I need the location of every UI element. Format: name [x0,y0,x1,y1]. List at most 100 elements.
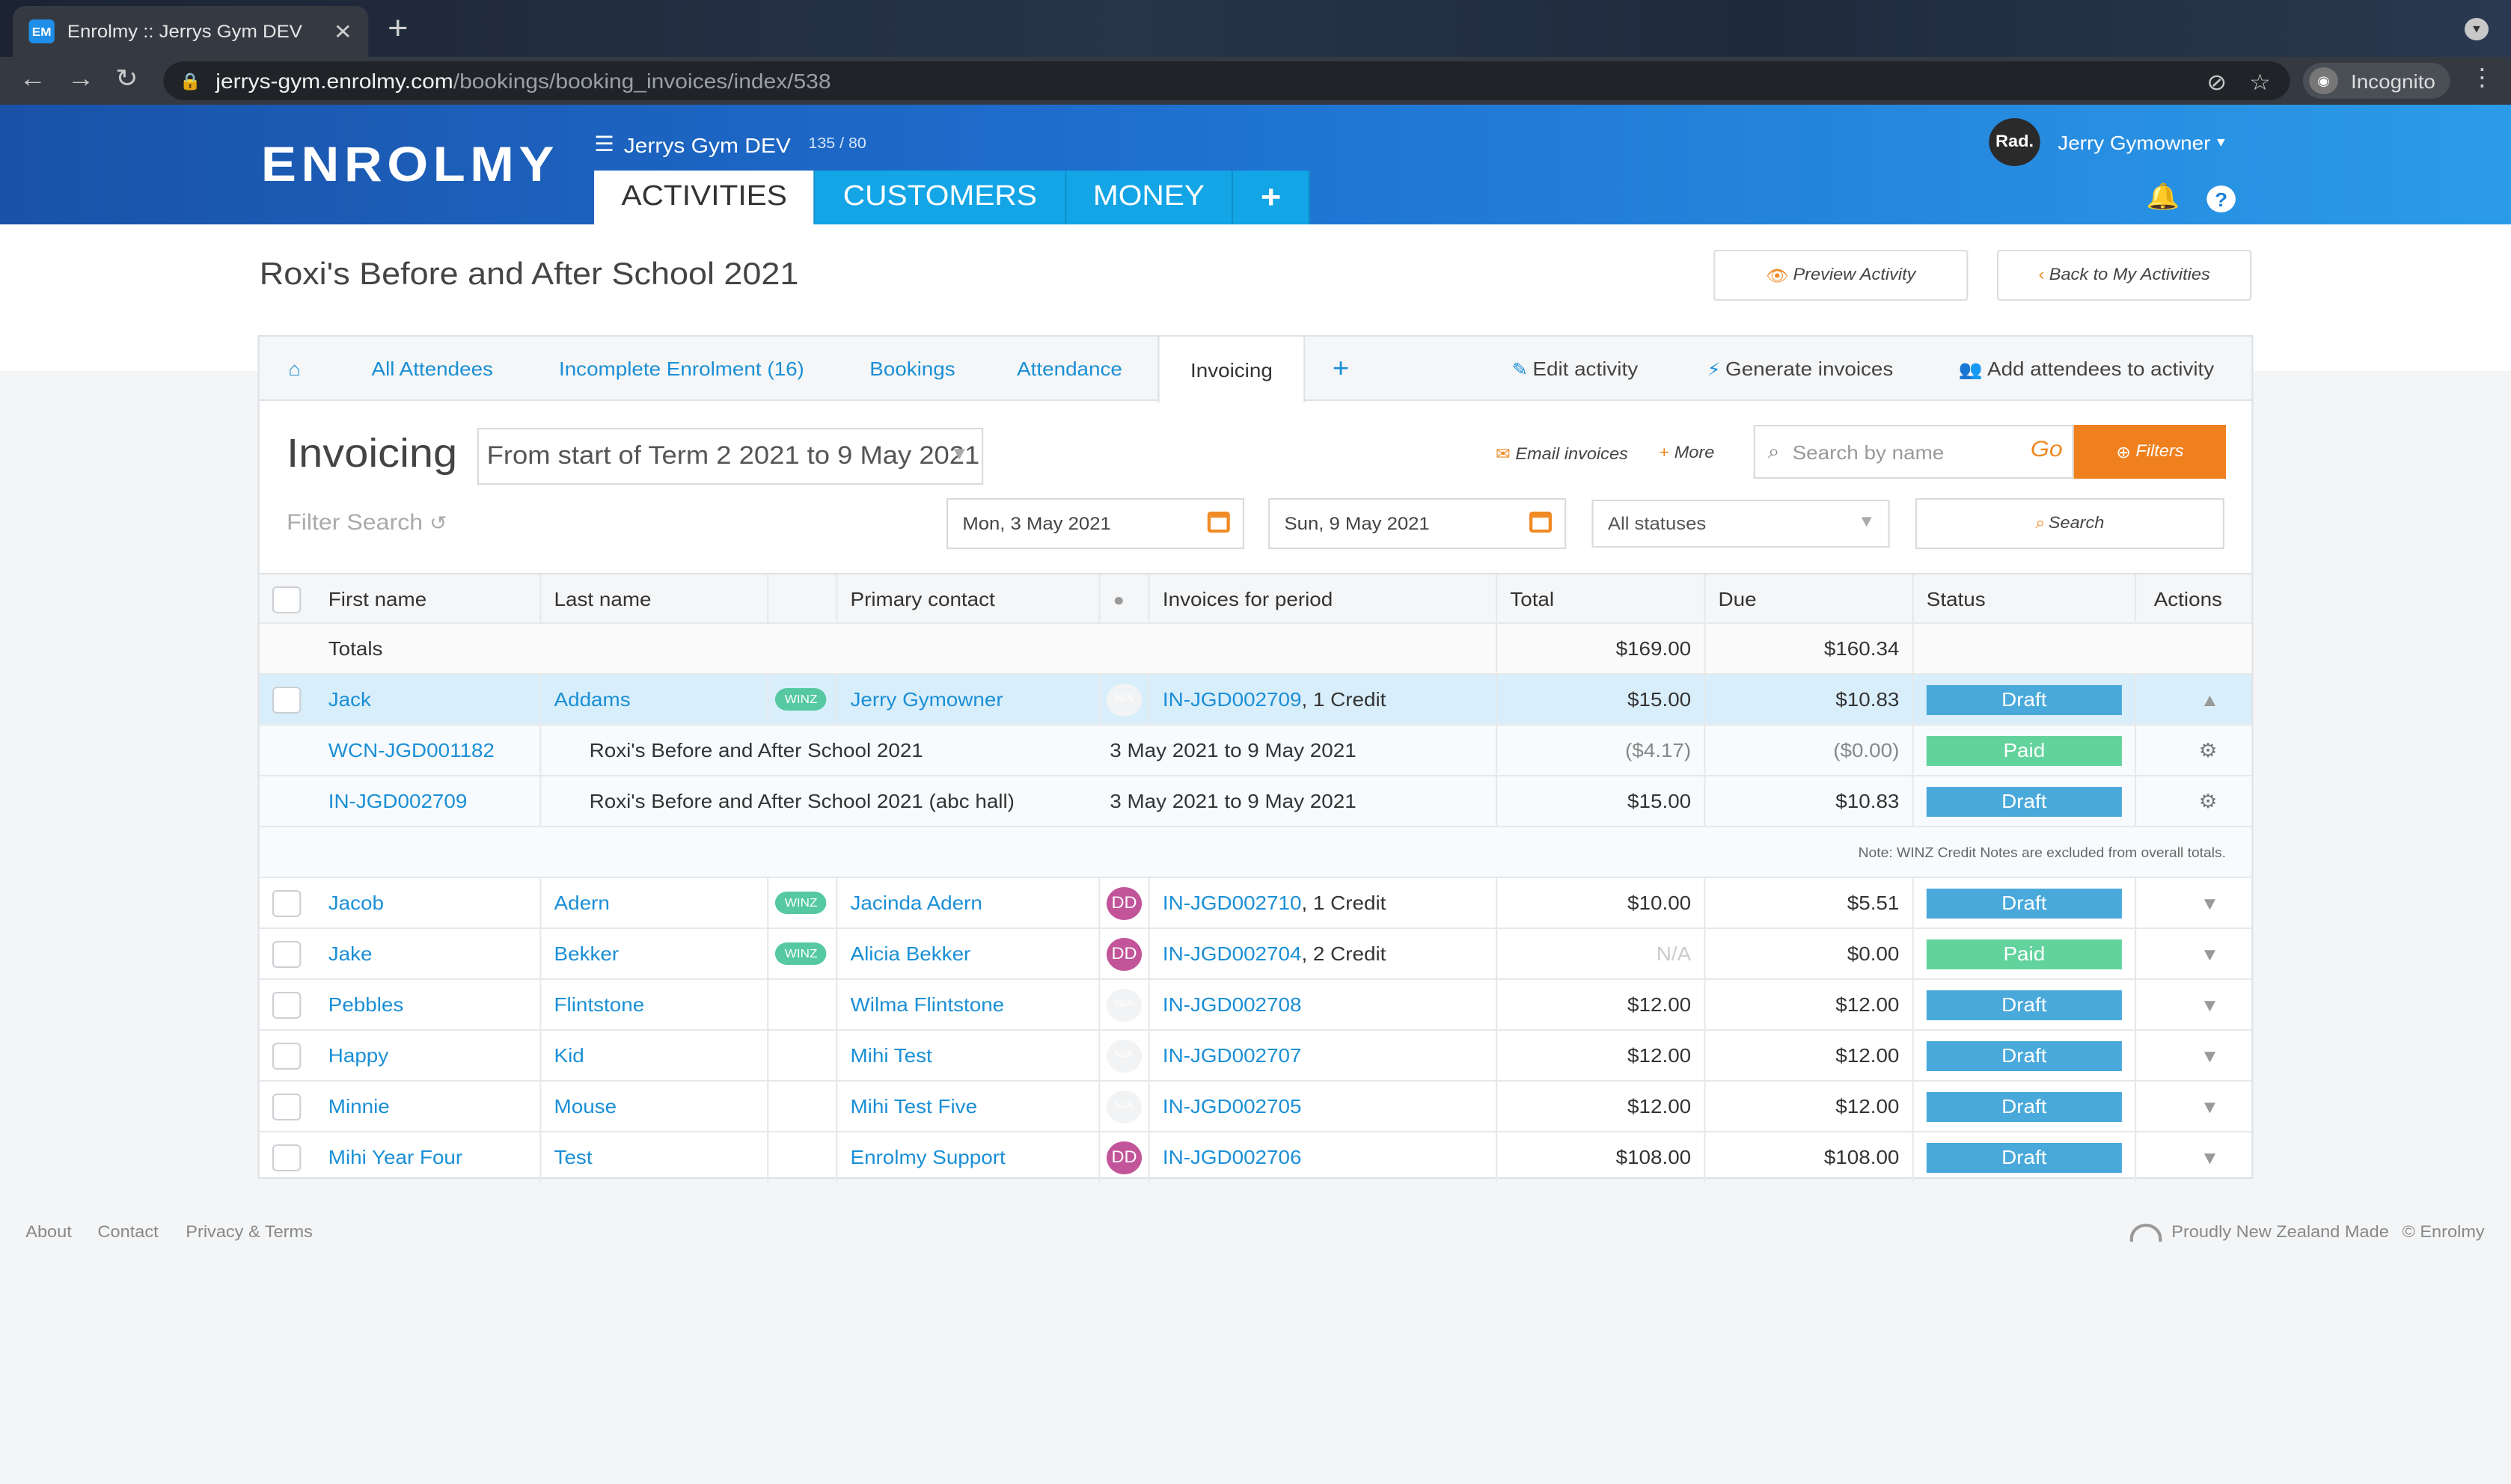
invoice-link[interactable]: IN-JGD002710 [1162,892,1302,914]
select-all-checkbox[interactable] [272,574,302,624]
tab-bookings[interactable]: Bookings [869,358,955,380]
more-link[interactable]: + More [1659,444,1714,462]
first-name-link[interactable]: Minnie [328,1095,390,1117]
last-name-link[interactable]: Adern [554,892,610,914]
invoice-link[interactable]: IN-JGD002704 [1162,942,1302,965]
invoice-link[interactable]: IN-JGD002707 [1162,1044,1302,1067]
back-to-activities-button[interactable]: ‹ Back to My Activities [1996,250,2252,301]
invoice-link[interactable]: IN-JGD002705 [1162,1095,1302,1117]
row-checkbox[interactable] [272,980,302,1029]
bell-icon[interactable]: 🔔 [2146,183,2180,211]
primary-contact-link[interactable]: Jerry Gymowner [850,688,1003,711]
back-arrow-icon[interactable]: ← [19,64,47,93]
table-row[interactable]: Jacob Adern WINZ Jacinda Adern DD IN-JGD… [259,878,2252,929]
browser-tab[interactable]: EM Enrolmy :: Jerrys Gym DEV ✕ [13,6,369,57]
first-name-link[interactable]: Mihi Year Four [328,1146,463,1168]
last-name-link[interactable]: Kid [554,1044,584,1067]
first-name-link[interactable]: Jacob [328,892,385,914]
primary-contact-link[interactable]: Jacinda Adern [850,892,982,914]
last-name-link[interactable]: Addams [554,688,631,711]
tab-money[interactable]: MONEY [1065,171,1234,224]
org-switcher[interactable]: ☰ Jerrys Gym DEV 135 / 80 [594,132,866,157]
preview-activity-button[interactable]: 👁 Preview Activity [1713,250,1969,301]
reset-icon[interactable]: ↺ [429,512,447,534]
chevron-down-icon[interactable]: ▼ [2200,1045,2220,1066]
footer-privacy-link[interactable]: Privacy & Terms [186,1224,313,1242]
date-from-input[interactable]: Mon, 3 May 2021 [946,498,1245,549]
col-last-name[interactable]: Last name [554,588,652,610]
kebab-menu-icon[interactable]: ⋮ [2469,66,2495,91]
tab-search-chevron-icon[interactable]: ▾ [2464,18,2489,40]
calendar-icon[interactable] [1529,512,1552,533]
tab-invoicing[interactable]: Invoicing [1157,337,1306,402]
incognito-badge[interactable]: ◉ Incognito [2302,63,2450,99]
tab-all-attendees[interactable]: All Attendees [371,358,493,380]
filters-button[interactable]: ⊕ Filters [2073,425,2227,479]
chevron-down-icon[interactable]: ▼ [2200,943,2220,964]
home-icon[interactable]: ⌂ [288,358,302,380]
primary-contact-link[interactable]: Wilma Flintstone [850,993,1005,1016]
status-select[interactable]: All statuses ▼ [1591,500,1890,548]
forward-arrow-icon[interactable]: → [67,64,95,93]
first-name-link[interactable]: Jake [328,942,373,965]
tab-customers[interactable]: CUSTOMERS [816,171,1066,224]
row-checkbox[interactable] [272,1132,302,1182]
help-icon[interactable]: ? [2206,186,2236,212]
edit-activity-button[interactable]: ✎ Edit activity [1511,337,1638,401]
primary-contact-link[interactable]: Mihi Test [850,1044,932,1067]
row-checkbox[interactable] [272,878,302,927]
invoice-link[interactable]: IN-JGD002708 [1162,993,1302,1016]
col-primary-contact[interactable]: Primary contact [850,588,995,610]
user-menu[interactable]: Rad. Jerry Gymowner ▾ [1989,118,2225,166]
table-row[interactable]: Mihi Year Four Test Enrolmy Support DD I… [260,1132,2252,1183]
add-attendees-button[interactable]: 👥 Add attendees to activity [1959,337,2215,401]
generate-invoices-button[interactable]: ⚡ Generate invoices [1707,337,1894,401]
last-name-link[interactable]: Flintstone [554,993,645,1016]
chevron-down-icon[interactable]: ▼ [2200,994,2220,1015]
date-to-input[interactable]: Sun, 9 May 2021 [1268,498,1567,549]
first-name-link[interactable]: Happy [328,1044,389,1067]
table-row[interactable]: Jake Bekker WINZ Alicia Bekker DD IN-JGD… [259,929,2252,980]
row-checkbox[interactable] [272,929,302,978]
col-first-name[interactable]: First name [328,588,427,610]
table-row-selected[interactable]: Jack Addams WINZ Jerry Gymowner N/A IN-J… [259,675,2252,726]
enrolmy-logo[interactable]: ENROLMY [260,136,559,191]
last-name-link[interactable]: Mouse [554,1095,617,1117]
footer-contact-link[interactable]: Contact [97,1224,159,1242]
star-bookmark-icon[interactable]: ☆ [2249,70,2271,96]
first-name-link[interactable]: Jack [328,688,371,711]
question-circle-icon[interactable]: ● [1113,589,1125,610]
primary-contact-link[interactable]: Mihi Test Five [850,1095,978,1117]
period-select[interactable]: From start of Term 2 2021 to 9 May 2021 … [477,428,984,485]
invoice-link[interactable]: IN-JGD002706 [1162,1146,1302,1168]
chevron-down-icon[interactable]: ▼ [2200,892,2220,913]
close-icon[interactable]: ✕ [333,19,352,43]
primary-contact-link[interactable]: Enrolmy Support [850,1146,1006,1168]
reload-icon[interactable]: ↻ [115,64,138,93]
row-checkbox[interactable] [272,1082,302,1131]
tab-incomplete-enrolment[interactable]: Incomplete Enrolment (16) [558,358,804,380]
col-due[interactable]: Due [1718,588,1757,610]
tab-attendance[interactable]: Attendance [1017,358,1122,380]
table-row[interactable]: Pebbles Flintstone Wilma Flintstone N/A … [259,980,2252,1031]
col-status[interactable]: Status [1926,588,1986,610]
primary-contact-link[interactable]: Alicia Bekker [850,942,971,965]
gear-icon[interactable]: ⚙ [2198,789,2218,812]
calendar-icon[interactable] [1207,512,1230,533]
table-row[interactable]: Happy Kid Mihi Test N/A IN-JGD002707 $12… [259,1031,2252,1082]
footer-about-link[interactable]: About [25,1224,72,1242]
chevron-up-icon[interactable]: ▲ [2200,689,2220,710]
last-name-link[interactable]: Test [554,1146,593,1168]
row-checkbox[interactable] [272,675,302,724]
credit-note-link[interactable]: WCN-JGD001182 [328,739,495,761]
tab-add-plus[interactable]: + [1332,353,1350,383]
address-bar[interactable]: 🔒 jerrys-gym.enrolmy.com/bookings/bookin… [163,61,2290,100]
first-name-link[interactable]: Pebbles [328,993,404,1016]
last-name-link[interactable]: Bekker [554,942,620,965]
row-checkbox[interactable] [272,1031,302,1080]
search-input[interactable]: ⌕ Search by name Go [1753,425,2074,479]
eye-slash-icon[interactable]: ⊘ [2206,70,2227,96]
search-button[interactable]: ⌕ Search [1915,498,2224,549]
col-invoices-for-period[interactable]: Invoices for period [1162,588,1333,610]
new-tab-plus-icon[interactable]: + [387,9,409,46]
